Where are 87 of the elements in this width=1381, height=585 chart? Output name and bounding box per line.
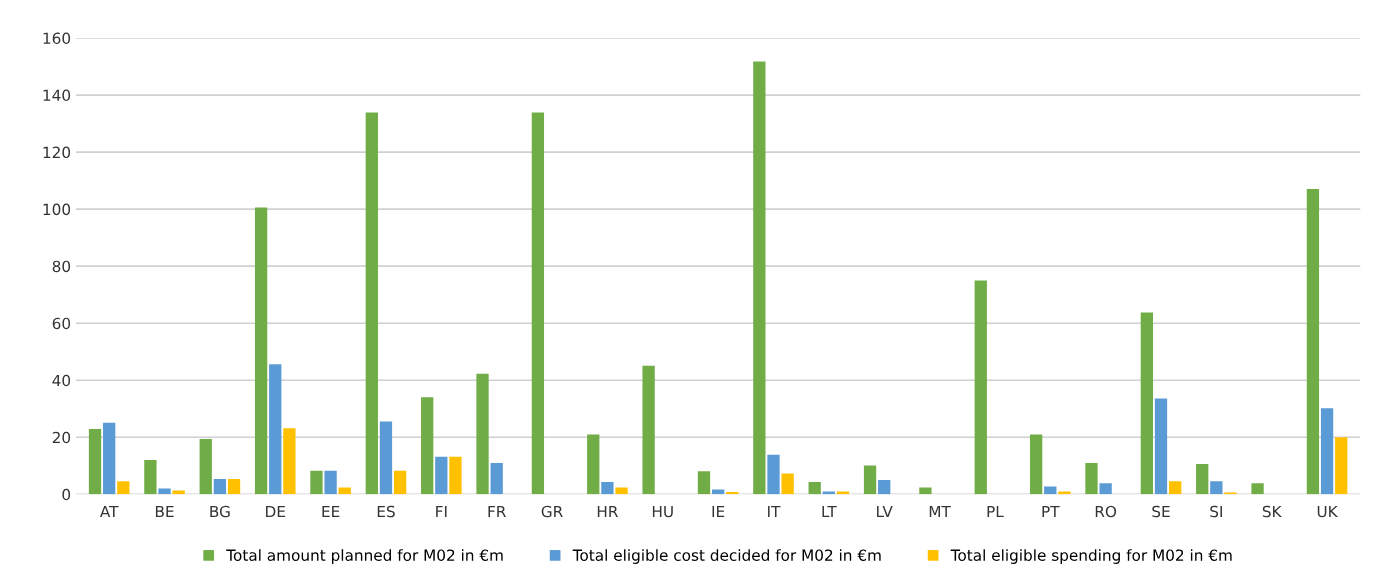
bar [449, 456, 462, 495]
y-tick-label: 140 [43, 89, 71, 102]
y-tick-label: 20 [52, 431, 71, 444]
bar [767, 454, 780, 495]
x-tick-label: PT [1042, 505, 1060, 518]
bar [213, 478, 227, 495]
bar [642, 365, 655, 495]
x-tick-label: HU [652, 505, 673, 518]
bar [601, 482, 614, 495]
bar [587, 434, 600, 495]
bar [1196, 464, 1209, 495]
bar [269, 364, 282, 495]
bar [808, 482, 821, 495]
x-tick-label: FI [436, 505, 447, 518]
y-tick-label: 40 [52, 374, 71, 387]
x-tick-label: AT [99, 505, 119, 518]
bar [103, 422, 116, 495]
bar [1168, 481, 1182, 495]
x-tick-label: ES [377, 505, 395, 518]
bar [117, 481, 130, 495]
bar [490, 462, 503, 495]
bar [421, 397, 434, 495]
bar [863, 465, 877, 495]
bar [878, 480, 891, 495]
bar [1085, 462, 1098, 495]
bar [476, 373, 489, 495]
x-tick-label: HR [597, 505, 619, 518]
bar [365, 112, 378, 495]
bar [158, 488, 171, 495]
bar [1251, 483, 1264, 495]
bar [1099, 483, 1112, 495]
x-tick-label: BG [210, 505, 230, 518]
bar [919, 487, 932, 495]
bar [711, 489, 725, 495]
bar [1140, 312, 1153, 495]
bar [615, 487, 628, 495]
bar [227, 478, 241, 495]
bar [836, 491, 850, 495]
bar [1306, 188, 1320, 495]
y-tick-label: 120 [43, 146, 71, 159]
bar [254, 207, 268, 495]
bar [822, 491, 835, 495]
y-tick-label: 80 [52, 260, 71, 273]
x-tick-label: IT [768, 505, 781, 518]
x-tick-label: DE [266, 505, 285, 518]
bar [697, 471, 711, 495]
bar [310, 470, 323, 495]
x-tick-label: FR [488, 505, 506, 518]
x-tick-label: PL [987, 505, 1004, 518]
bar [1335, 437, 1348, 495]
x-tick-label: LV [877, 505, 893, 518]
y-tick-label: 100 [43, 203, 71, 216]
x-tick-label: LT [822, 505, 837, 518]
legend-label: Total amount planned for M02 in €m [226, 549, 503, 564]
legend-label: Total eligible spending for M02 in €m [950, 549, 1232, 564]
x-tick-label: IE [712, 505, 725, 518]
x-tick-label: SK [1262, 505, 1282, 518]
x-tick-label: BE [155, 505, 174, 518]
bar [88, 429, 102, 495]
x-tick-label: UK [1317, 505, 1338, 518]
bar [1058, 491, 1071, 495]
x-tick-label: RO [1095, 505, 1117, 518]
bar [753, 61, 766, 495]
bar [283, 428, 296, 495]
bar [393, 470, 407, 495]
bar [1029, 434, 1043, 495]
y-tick-label: 60 [52, 317, 71, 330]
bar [199, 439, 212, 495]
x-tick-label: GR [541, 505, 563, 518]
bar [781, 473, 794, 495]
x-tick-label: MT [929, 505, 951, 518]
bar [338, 487, 351, 495]
bar [435, 456, 448, 495]
bar [974, 280, 987, 495]
bar [1154, 398, 1168, 495]
x-tick-label: EE [322, 505, 340, 518]
x-tick-label: SE [1152, 505, 1170, 518]
y-tick-label: 0 [62, 488, 71, 501]
bar [324, 470, 337, 495]
x-tick-label: SI [1210, 505, 1222, 518]
bar [531, 112, 545, 495]
y-tick-label: 160 [43, 32, 71, 45]
bar [1210, 481, 1223, 495]
bar [379, 421, 393, 495]
bar [1320, 408, 1334, 495]
bar [144, 460, 157, 495]
legend-label: Total eligible cost decided for M02 in €m [572, 549, 881, 564]
